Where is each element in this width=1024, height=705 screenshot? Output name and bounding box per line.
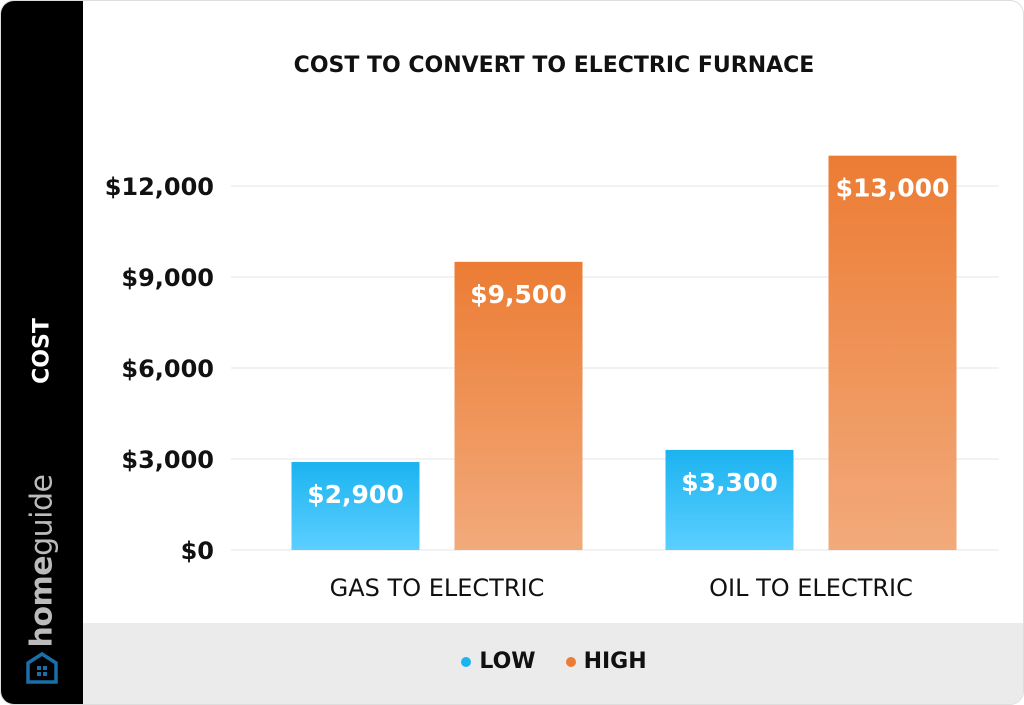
y-tick-label: $0 [181,537,214,565]
bar-low [291,462,420,550]
legend: LOW HIGH [83,649,1023,674]
house-icon [26,651,58,684]
bar-low [665,449,794,550]
legend-item-high: HIGH [565,649,647,674]
y-tick-label: $3,000 [121,446,214,474]
data-label: $9,500 [470,280,566,309]
y-tick-label: $6,000 [121,355,214,383]
bar-high [454,261,583,550]
legend-dot-high [565,657,576,667]
x-tick-label: GAS TO ELECTRIC [330,574,545,602]
data-label: $13,000 [836,174,950,203]
x-tick-label: OIL TO ELECTRIC [709,574,913,602]
data-label: $3,300 [681,468,777,497]
data-label: $2,900 [307,480,403,509]
y-tick-label: $9,000 [121,264,214,292]
y-tick-label: $12,000 [105,173,214,201]
bar-high [828,155,957,550]
sidebar [1,1,83,704]
legend-item-low: LOW [461,649,536,674]
legend-area [83,623,1023,704]
legend-label-high: HIGH [583,649,647,674]
legend-dot-low [461,657,472,667]
legend-label-low: LOW [479,649,536,674]
chart-title: COST TO CONVERT TO ELECTRIC FURNACE [293,53,815,78]
